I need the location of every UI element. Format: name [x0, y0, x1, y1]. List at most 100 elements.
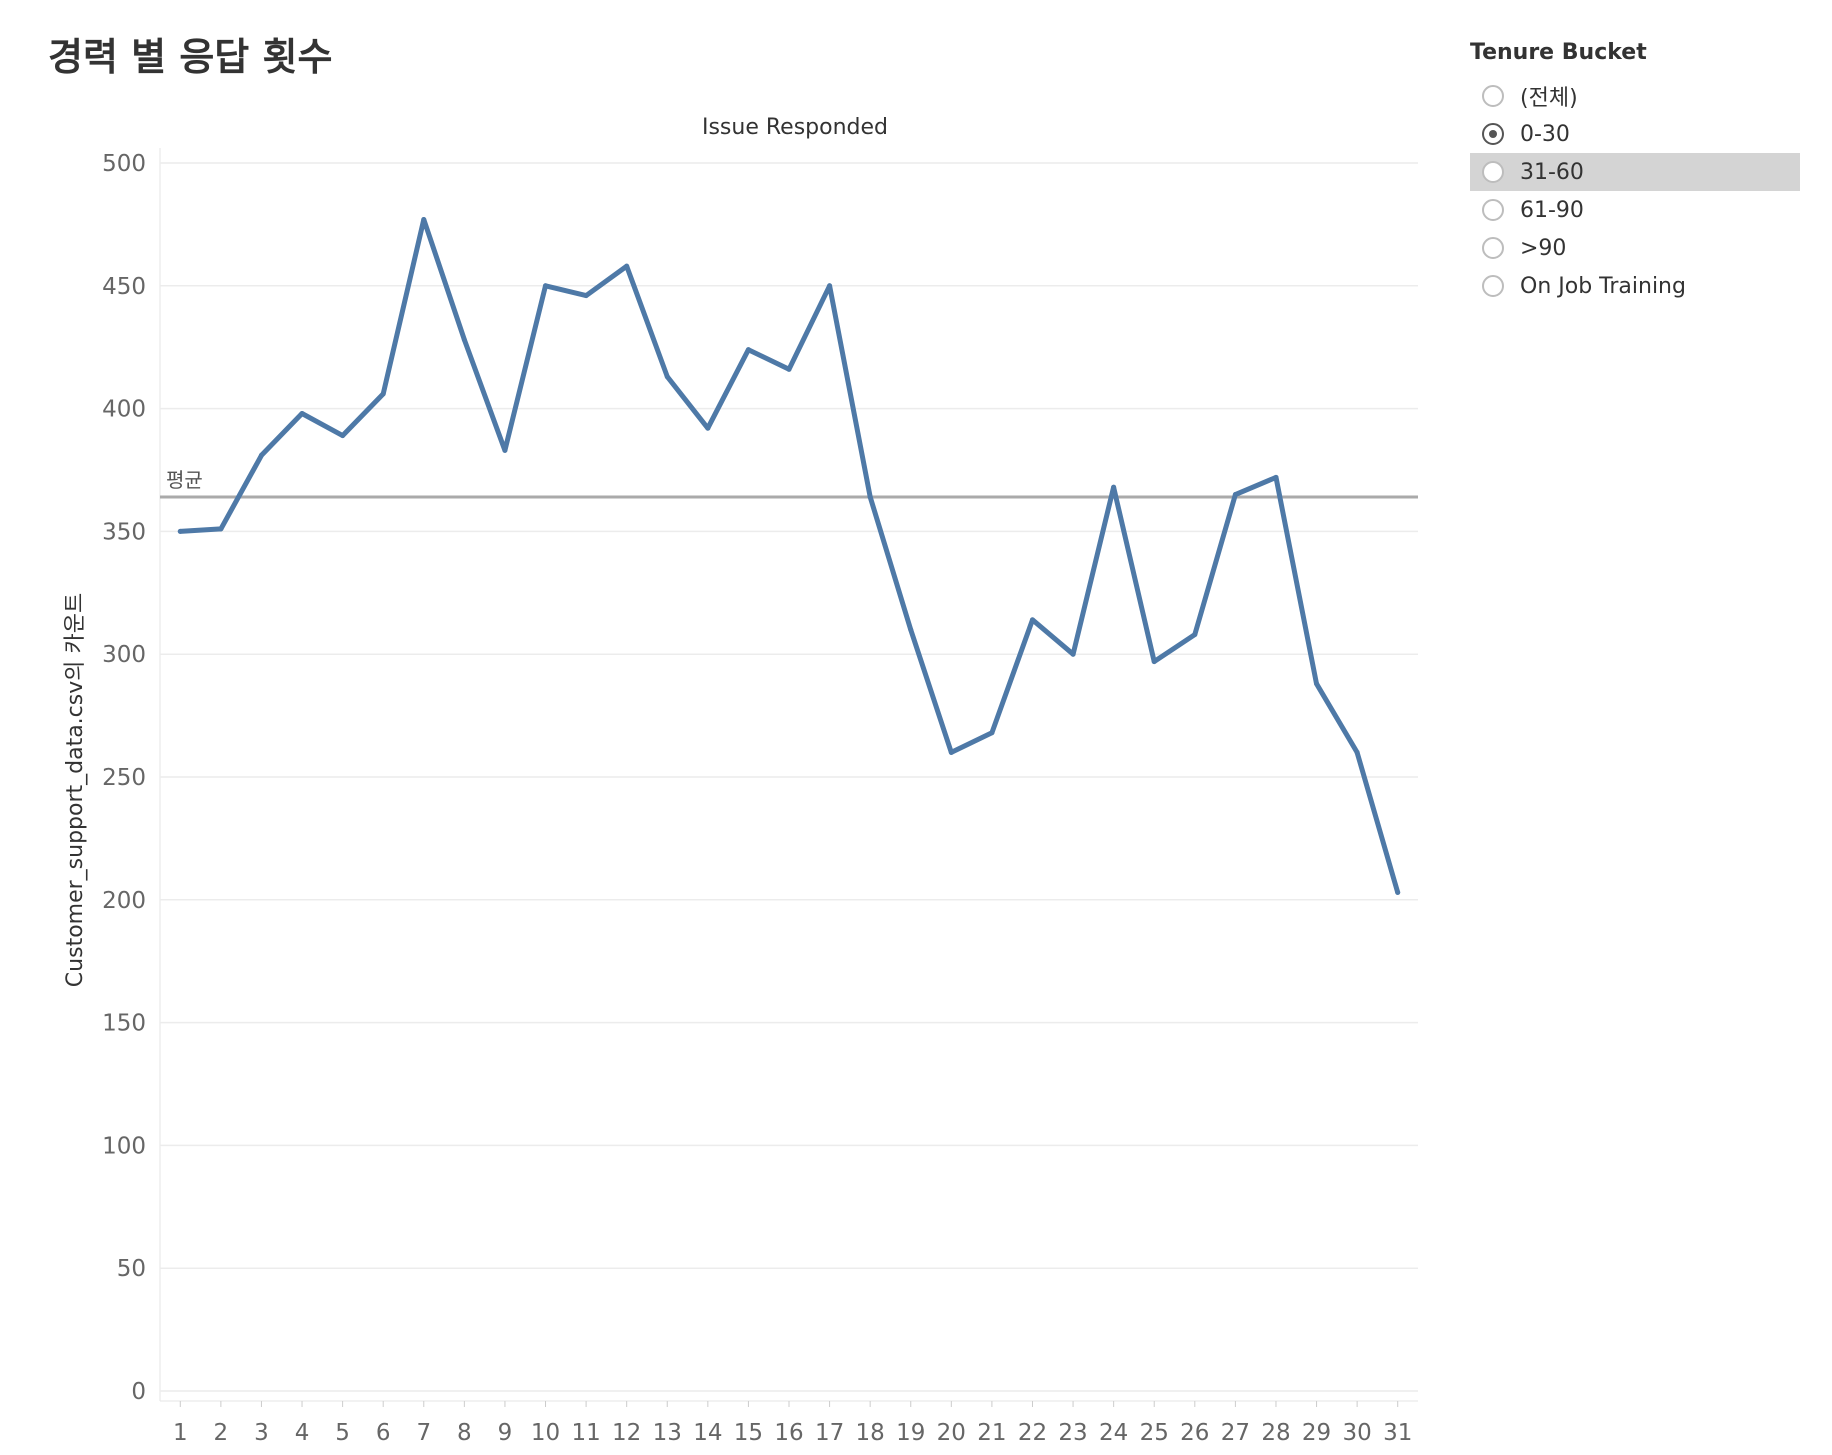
- x-tick-label: 2: [214, 1420, 229, 1446]
- column-header: Issue Responded: [702, 115, 888, 140]
- x-tick-label: 28: [1261, 1420, 1290, 1446]
- filter-option[interactable]: (전체): [1470, 77, 1800, 115]
- x-tick-label: 5: [335, 1420, 350, 1446]
- data-point[interactable]: [989, 730, 995, 736]
- filter-option[interactable]: 61-90: [1470, 191, 1800, 229]
- x-tick-label: 9: [498, 1420, 513, 1446]
- data-point[interactable]: [1111, 484, 1117, 490]
- y-tick-label: 500: [102, 151, 146, 177]
- y-tick-label: 100: [102, 1133, 146, 1159]
- data-point[interactable]: [664, 374, 670, 380]
- data-point[interactable]: [705, 425, 711, 431]
- data-point[interactable]: [218, 526, 224, 532]
- data-point[interactable]: [1354, 749, 1360, 755]
- data-point[interactable]: [340, 433, 346, 439]
- filter-option-label: On Job Training: [1520, 273, 1686, 299]
- data-point[interactable]: [786, 366, 792, 372]
- data-point[interactable]: [177, 528, 183, 534]
- data-point[interactable]: [1314, 681, 1320, 687]
- data-point[interactable]: [624, 263, 630, 269]
- filter-title: Tenure Bucket: [1470, 40, 1647, 65]
- x-tick-label: 23: [1058, 1420, 1087, 1446]
- filter-option-label: 31-60: [1520, 159, 1584, 185]
- data-point[interactable]: [908, 627, 914, 633]
- data-point[interactable]: [867, 494, 873, 500]
- x-tick-label: 13: [653, 1420, 682, 1446]
- filter-option-label: >90: [1520, 235, 1567, 261]
- x-tick-label: 20: [937, 1420, 966, 1446]
- radio-button-icon[interactable]: [1482, 85, 1504, 107]
- y-tick-label: 350: [102, 519, 146, 545]
- x-tick-label: 22: [1018, 1420, 1047, 1446]
- x-tick-label: 31: [1383, 1420, 1412, 1446]
- x-tick-label: 3: [254, 1420, 269, 1446]
- data-point[interactable]: [258, 452, 264, 458]
- x-tick-label: 29: [1302, 1420, 1331, 1446]
- x-tick-label: 4: [295, 1420, 310, 1446]
- x-tick-label: 11: [571, 1420, 600, 1446]
- y-axis-label: Customer_support_data.csv의 카운트: [63, 593, 88, 987]
- x-tick-label: 8: [457, 1420, 472, 1446]
- x-tick-label: 18: [856, 1420, 885, 1446]
- x-tick-label: 21: [977, 1420, 1006, 1446]
- x-tick-label: 30: [1342, 1420, 1371, 1446]
- data-point[interactable]: [1192, 632, 1198, 638]
- data-point[interactable]: [502, 447, 508, 453]
- x-tick-label: 1: [173, 1420, 188, 1446]
- data-point[interactable]: [461, 337, 467, 343]
- filter-option-label: 0-30: [1520, 121, 1570, 147]
- x-tick-label: 15: [734, 1420, 763, 1446]
- radio-button-icon[interactable]: [1482, 199, 1504, 221]
- x-tick-label: 16: [774, 1420, 803, 1446]
- radio-button-icon[interactable]: [1482, 161, 1504, 183]
- average-reference-label: 평균: [166, 468, 203, 492]
- filter-option-label: 61-90: [1520, 197, 1584, 223]
- series-group: [177, 216, 1401, 895]
- x-tick-label: 14: [693, 1420, 722, 1446]
- y-tick-label: 250: [102, 765, 146, 791]
- filter-options: (전체) 0-30 31-60 61-90 >90 On Job Training: [1470, 77, 1800, 305]
- filter-option[interactable]: >90: [1470, 229, 1800, 267]
- data-point[interactable]: [827, 283, 833, 289]
- data-point[interactable]: [1151, 659, 1157, 665]
- y-tick-label: 450: [102, 274, 146, 300]
- filter-option[interactable]: On Job Training: [1470, 267, 1800, 305]
- x-tick-label: 27: [1221, 1420, 1250, 1446]
- x-tick-label: 10: [531, 1420, 560, 1446]
- filter-option[interactable]: 31-60: [1470, 153, 1800, 191]
- reference-line-group: 평균: [160, 468, 1418, 499]
- gridlines: [159, 148, 1418, 1402]
- y-tick-label: 400: [102, 397, 146, 423]
- filter-option-label: (전체): [1520, 86, 1578, 111]
- x-tick-label: 17: [815, 1420, 844, 1446]
- data-point[interactable]: [583, 293, 589, 299]
- radio-button-icon[interactable]: [1482, 237, 1504, 259]
- y-tick-label: 150: [102, 1011, 146, 1037]
- data-point[interactable]: [380, 391, 386, 397]
- x-tick-label: 24: [1099, 1420, 1128, 1446]
- x-tick-label: 12: [612, 1420, 641, 1446]
- data-point[interactable]: [1395, 889, 1401, 895]
- series-line[interactable]: [177, 217, 1401, 895]
- data-point[interactable]: [1029, 617, 1035, 623]
- x-tick-label: 6: [376, 1420, 391, 1446]
- data-point[interactable]: [421, 216, 427, 222]
- data-point[interactable]: [745, 347, 751, 353]
- radio-button-icon[interactable]: [1482, 123, 1504, 145]
- data-point[interactable]: [1273, 474, 1279, 480]
- x-tick-label: 25: [1140, 1420, 1169, 1446]
- y-tick-label: 300: [102, 642, 146, 668]
- tenure-bucket-filter: Tenure Bucket (전체) 0-30 31-60 61-90 >90 On Jo…: [1470, 40, 1800, 305]
- data-point[interactable]: [1070, 651, 1076, 657]
- x-tick-label: 7: [416, 1420, 431, 1446]
- radio-button-icon[interactable]: [1482, 275, 1504, 297]
- y-tick-label: 200: [102, 888, 146, 914]
- page-title: 경력 별 응답 횟수: [48, 35, 333, 79]
- data-point[interactable]: [299, 411, 305, 417]
- data-point[interactable]: [1232, 492, 1238, 498]
- line-chart: Issue Responded Customer_support_data.cs…: [63, 115, 1418, 1446]
- data-point[interactable]: [543, 283, 549, 289]
- filter-option[interactable]: 0-30: [1470, 115, 1800, 153]
- data-point[interactable]: [948, 749, 954, 755]
